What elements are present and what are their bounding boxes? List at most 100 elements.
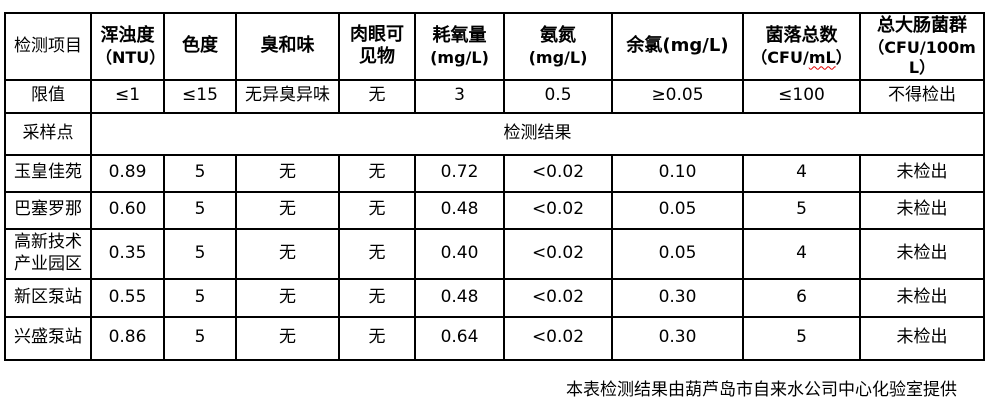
data-cell: 未检出 [859,153,985,193]
data-cell: 4 [742,153,861,193]
data-cell: 无 [235,153,340,193]
header-col-oxygen-consumption: 耗氧量 (mg/L) [414,12,505,81]
data-cell: 0.05 [611,227,744,280]
data-cell: 5 [163,190,237,230]
header-col-turbidity-title: 浑浊度 [100,25,155,46]
test-result-merged-cell: 检测结果 [90,111,985,156]
limit-visible-matter: 无 [338,78,416,114]
limit-turbidity: ≤1 [90,78,165,114]
site-name: 玉皇佳苑 [4,153,92,193]
table-row-xingsheng-pump-station: 兴盛泵站 0.86 5 无 无 0.64 <0.02 0.30 5 未检出 [4,315,985,361]
site-name: 新区泵站 [4,277,92,318]
data-cell: 无 [235,315,340,361]
data-cell: 5 [742,315,861,361]
header-col-ammonia-nitrogen-unit: (mg/L) [528,47,588,67]
header-test-items: 检测项目 [4,12,92,81]
data-cell: 0.30 [611,277,744,318]
limit-row: 限值 ≤1 ≤15 无异臭异味 无 3 0.5 ≥0.05 ≤100 不得检出 [4,78,985,114]
header-col-residual-chlorine-title: 余氯(mg/L) [626,35,729,56]
header-col-color-title: 色度 [182,35,218,56]
limit-color: ≤15 [163,78,237,114]
data-cell: <0.02 [503,190,613,230]
limit-residual-chlorine: ≥0.05 [611,78,744,114]
header-col-visible-matter-title: 肉眼可见物 [350,23,404,68]
header-col-ammonia-nitrogen: 氨氮 (mg/L) [503,12,613,81]
data-cell: 0.10 [611,153,744,193]
data-cell: 未检出 [859,227,985,280]
data-cell: 5 [163,153,237,193]
limit-oxygen-consumption: 3 [414,78,505,114]
data-cell: 0.55 [90,277,165,318]
data-cell: 无 [338,190,416,230]
data-cell: <0.02 [503,227,613,280]
data-cell: 无 [338,227,416,280]
data-cell: 0.48 [414,190,505,230]
table-row-basailuona: 巴塞罗那 0.60 5 无 无 0.48 <0.02 0.05 5 未检出 [4,190,985,230]
header-col-ammonia-nitrogen-title: 氨氮 [540,25,576,46]
header-col-turbidity: 浑浊度 （NTU） [90,12,165,81]
data-cell: 0.60 [90,190,165,230]
data-cell: 0.40 [414,227,505,280]
data-cell: 0.35 [90,227,165,280]
data-cell: 未检出 [859,190,985,230]
data-cell: 5 [163,227,237,280]
header-col-odor-taste: 臭和味 [235,12,340,81]
header-col-total-coliform-title: 总大肠菌群 [877,15,967,36]
data-cell: 无 [338,153,416,193]
limit-colony-count: ≤100 [742,78,861,114]
header-col-total-coliform-unit: （CFU/100mL） [868,37,976,77]
data-cell: 未检出 [859,277,985,318]
colony-unit-spellcheck-squiggle: mL [808,47,836,67]
table-row-yuhuang-jiayuan: 玉皇佳苑 0.89 5 无 无 0.72 <0.02 0.10 4 未检出 [4,153,985,193]
header-col-total-coliform: 总大肠菌群 （CFU/100mL） [859,12,985,81]
data-cell: <0.02 [503,315,613,361]
limit-total-coliform: 不得检出 [859,78,985,114]
data-cell: 无 [235,277,340,318]
data-cell: 未检出 [859,315,985,361]
data-cell: 0.89 [90,153,165,193]
header-col-visible-matter: 肉眼可见物 [338,12,416,81]
table-row-xinqu-pump-station: 新区泵站 0.55 5 无 无 0.48 <0.02 0.30 6 未检出 [4,277,985,318]
data-cell: <0.02 [503,277,613,318]
header-col-oxygen-consumption-title: 耗氧量 [432,25,487,46]
data-cell: 4 [742,227,861,280]
data-cell: 0.30 [611,315,744,361]
footer-source-note: 本表检测结果由葫芦岛市自来水公司中心化验室提供 [566,380,957,400]
header-col-oxygen-consumption-unit: (mg/L) [430,47,489,67]
data-cell: 6 [742,277,861,318]
site-name: 巴塞罗那 [4,190,92,230]
table-row-hightech-park: 高新技术产业园区 0.35 5 无 无 0.40 <0.02 0.05 4 未检… [4,227,985,280]
data-cell: <0.02 [503,153,613,193]
colony-unit-prefix: （CFU/ [751,47,809,67]
limit-odor-taste: 无异臭异味 [235,78,340,114]
colony-unit-suffix: ） [835,47,852,67]
header-col-colony-count: 菌落总数 （CFU/mL） [742,12,861,81]
site-name: 高新技术产业园区 [4,227,92,280]
data-cell: 5 [163,315,237,361]
data-cell: 5 [163,277,237,318]
water-quality-table: 检测项目 浑浊度 （NTU） 色度 臭和味 肉眼可见物 耗氧量 (mg/L) 氨… [4,12,985,361]
data-cell: 无 [235,227,340,280]
header-col-color: 色度 [163,12,237,81]
header-col-residual-chlorine: 余氯(mg/L) [611,12,744,81]
header-col-odor-taste-title: 臭和味 [260,35,315,56]
limit-ammonia-nitrogen: 0.5 [503,78,613,114]
data-cell: 0.64 [414,315,505,361]
sampling-point-row: 采样点 检测结果 [4,111,985,156]
data-cell: 0.72 [414,153,505,193]
header-col-colony-count-unit: （CFU/mL） [748,48,855,68]
header-row: 检测项目 浑浊度 （NTU） 色度 臭和味 肉眼可见物 耗氧量 (mg/L) 氨… [4,12,985,81]
data-cell: 5 [742,190,861,230]
header-col-colony-count-title: 菌落总数 [765,25,838,46]
data-cell: 0.05 [611,190,744,230]
data-cell: 0.48 [414,277,505,318]
data-cell: 无 [235,190,340,230]
site-name: 兴盛泵站 [4,315,92,361]
sampling-point-label: 采样点 [4,111,92,156]
limit-row-label: 限值 [4,78,92,114]
data-cell: 0.86 [90,315,165,361]
header-col-turbidity-unit: （NTU） [96,47,164,67]
data-cell: 无 [338,277,416,318]
data-cell: 无 [338,315,416,361]
